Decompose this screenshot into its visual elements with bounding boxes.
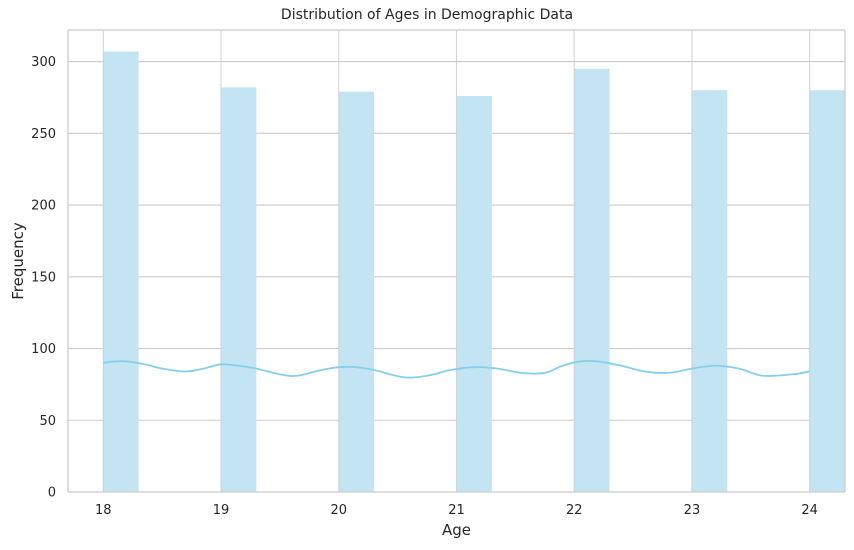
- vertical-grid-lines: [102, 30, 811, 492]
- tick-labels: 0 50 100 150 200 250 300 18 19 20 21 22 23 24: [31, 55, 818, 518]
- histogram-bar-20: [338, 91, 375, 493]
- y-tick-label: 100: [31, 342, 56, 357]
- x-tick-label: 18: [95, 503, 112, 518]
- histogram-bar-21: [456, 96, 492, 492]
- kde-line: [103, 359, 810, 379]
- chart-title: Distribution of Ages in Demographic Data: [280, 7, 574, 23]
- x-tick-label: 24: [801, 503, 818, 518]
- histogram-bar-22: [574, 68, 610, 492]
- histogram-bar-24: [809, 90, 845, 493]
- histogram-bar-23: [691, 90, 728, 493]
- x-tick-label: 23: [684, 503, 701, 518]
- y-tick-label: 300: [31, 55, 56, 70]
- axes: [67, 29, 846, 493]
- y-tick-label: 0: [48, 486, 56, 501]
- x-tick-label: 22: [566, 503, 583, 518]
- y-tick-label: 50: [39, 414, 56, 429]
- x-tick-label: 20: [330, 503, 347, 518]
- histogram-bar-19: [221, 87, 257, 493]
- y-tick-label: 150: [31, 270, 56, 285]
- y-tick-label: 200: [31, 199, 56, 214]
- kde-curve: [103, 359, 810, 379]
- x-tick-label: 21: [448, 503, 465, 518]
- y-tick-label: 250: [31, 127, 56, 142]
- x-tick-label: 19: [213, 503, 230, 518]
- histogram-bar-18: [103, 51, 139, 493]
- bars: [103, 51, 845, 493]
- x-axis-label: Age: [441, 521, 471, 539]
